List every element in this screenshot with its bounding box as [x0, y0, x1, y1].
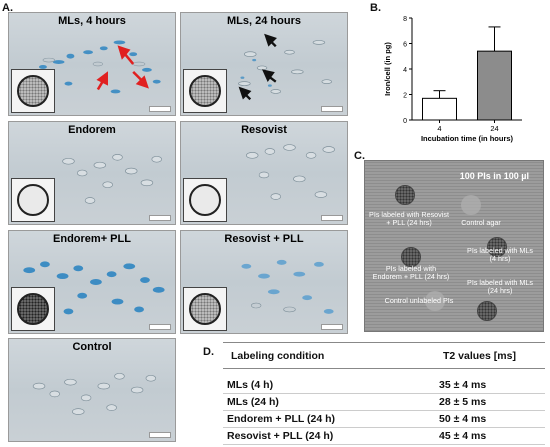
mri-inset — [11, 178, 55, 222]
mri-inset — [183, 69, 227, 113]
t2-value-cell: 50 ± 4 ms — [439, 413, 487, 425]
t2-value-cell: 28 ± 5 ms — [439, 396, 487, 408]
label-control-agar: Control agar — [461, 218, 501, 227]
mri-inset — [11, 69, 55, 113]
spot-resovist-pll — [395, 185, 415, 205]
scale-bar — [149, 215, 171, 221]
scale-bar — [149, 324, 171, 330]
micrograph-control: Control — [8, 338, 176, 442]
panel-b-letter: B. — [370, 2, 381, 14]
tile-title: Resovist + PLL — [224, 233, 304, 245]
panel-a-letter: A. — [2, 2, 13, 14]
tile-title: Control — [72, 341, 112, 353]
cell-field — [246, 144, 335, 200]
condition-cell: MLs (24 h) — [227, 396, 279, 408]
x-tick-label: 24 — [490, 124, 498, 133]
condition-cell: Resovist + PLL (24 h) — [227, 430, 334, 442]
table-row: Resovist + PLL (24 h) 45 ± 4 ms — [223, 428, 545, 445]
scale-bar — [321, 324, 343, 330]
label-mls-24h: PIs labeled with MLs (24 hrs) — [467, 278, 533, 296]
panel-d-letter: D. — [203, 346, 214, 358]
mri-inset — [11, 287, 55, 331]
table-header-row: Labeling condition T2 values [ms] — [223, 342, 545, 369]
cell-field — [238, 33, 333, 101]
tile-title: Endorem+ PLL — [53, 233, 131, 245]
spot-endorem-pll — [401, 247, 421, 267]
bar — [477, 50, 512, 121]
phantom-title: 100 PIs in 100 µl — [459, 171, 529, 181]
panel-c-letter: C. — [354, 150, 365, 162]
y-tick-label: 8 — [403, 16, 407, 23]
tile-title: Resovist — [241, 124, 287, 136]
spot-mls-4h — [487, 237, 507, 257]
y-tick-label: 6 — [403, 42, 407, 49]
spot-control-unlabeled — [425, 291, 445, 311]
label-resovist-pll: PIs labeled with Resovist + PLL (24 hrs) — [369, 210, 449, 228]
cell-field — [241, 259, 334, 314]
y-tick-label: 0 — [403, 118, 407, 125]
tile-title: Endorem — [68, 124, 116, 136]
spot-control-agar — [461, 195, 481, 215]
cell-field — [62, 154, 162, 204]
scale-bar — [321, 215, 343, 221]
micrograph-endorem: Endorem — [8, 121, 176, 225]
mri-inset — [183, 178, 227, 222]
bar — [422, 97, 457, 121]
micrograph-mls-4h: MLs, 4 hours — [8, 12, 176, 116]
micrograph-endorem-pll: Endorem+ PLL — [8, 230, 176, 334]
x-tick-label: 4 — [437, 124, 441, 133]
header-labeling-condition: Labeling condition — [223, 342, 435, 369]
scale-bar — [149, 106, 171, 112]
scale-bar — [149, 432, 171, 438]
scale-bar — [321, 106, 343, 112]
label-endorem-pll: PIs labeled with Endorem + PLL (24 hrs) — [372, 264, 450, 282]
t2-value-cell: 45 ± 4 ms — [439, 430, 487, 442]
tile-title: MLs, 24 hours — [227, 15, 301, 27]
micrograph-resovist: Resovist — [180, 121, 348, 225]
cell-field — [23, 261, 165, 315]
micrograph-resovist-pll: Resovist + PLL — [180, 230, 348, 334]
t2-values-table: Labeling condition T2 values [ms] MLs (4… — [223, 342, 545, 445]
table-row: MLs (24 h) 28 ± 5 ms — [223, 394, 545, 411]
mri-inset — [183, 287, 227, 331]
x-axis-label: Incubation time (in hours) — [421, 134, 514, 143]
black-arrows — [238, 33, 277, 101]
cell-field — [32, 372, 157, 415]
label-control-unlabeled: Control unlabeled PIs — [384, 296, 454, 305]
header-t2-values: T2 values [ms] — [435, 342, 545, 369]
condition-cell: Endorem + PLL (24 h) — [227, 413, 336, 425]
red-arrows — [96, 45, 149, 91]
cell-field — [24, 40, 161, 94]
condition-cell: MLs (4 h) — [227, 379, 274, 391]
y-axis-label: Iron/cell (in pg) — [383, 42, 392, 96]
y-tick-label: 2 — [403, 93, 407, 100]
y-tick-label: 4 — [403, 67, 407, 74]
micrograph-mls-24h: MLs, 24 hours — [180, 12, 348, 116]
phantom-mri-image: 100 PIs in 100 µl PIs labeled with Resov… — [364, 160, 544, 332]
tile-title: MLs, 4 hours — [58, 15, 126, 27]
spot-mls-24h — [477, 301, 497, 321]
table-row: MLs (4 h) 35 ± 4 ms — [223, 369, 545, 394]
table-row: Endorem + PLL (24 h) 50 ± 4 ms — [223, 411, 545, 428]
t2-value-cell: 35 ± 4 ms — [439, 379, 487, 391]
label-mls-4h: PIs labeled with MLs (4 hrs) — [467, 246, 533, 264]
